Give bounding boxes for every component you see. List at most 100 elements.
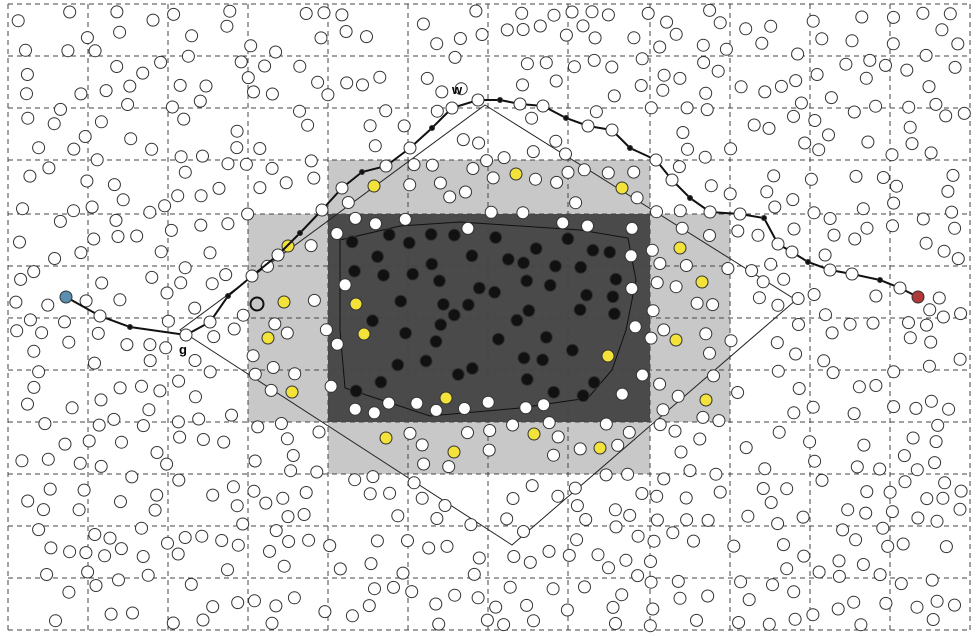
- sensor-node: [946, 168, 960, 182]
- sensor-node: [929, 435, 943, 449]
- sensor-node: [806, 608, 820, 622]
- sensor-node: [467, 567, 481, 581]
- sensor-node: [723, 187, 737, 201]
- route-node: [179, 328, 193, 342]
- sensor-node: [364, 557, 378, 571]
- sensor-node: [317, 6, 331, 20]
- sensor-node: [77, 483, 91, 497]
- boundary-node: [695, 275, 709, 289]
- sensor-node: [299, 7, 313, 20]
- sensor-node: [797, 549, 811, 563]
- sensor-node: [164, 223, 178, 237]
- sensor-node: [573, 442, 587, 456]
- sensor-node: [567, 60, 581, 74]
- sensor-node: [9, 295, 23, 309]
- sensor-node: [879, 58, 892, 72]
- sensor-node: [886, 37, 900, 51]
- sensor-node: [656, 403, 670, 417]
- sensor-node: [141, 568, 155, 582]
- sensor-node: [27, 344, 41, 358]
- sensor-node: [701, 589, 715, 603]
- sensor-node: [764, 496, 778, 509]
- sensor-node: [166, 616, 180, 630]
- sensor-node: [251, 420, 265, 434]
- sensor-node: [599, 417, 613, 431]
- sensor-node: [559, 28, 573, 42]
- sensor-node: [943, 7, 957, 21]
- sensor-node: [630, 191, 644, 205]
- sensor-node: [113, 381, 127, 395]
- sensor-node: [657, 323, 671, 337]
- source-node: [59, 290, 73, 304]
- inner-node: [574, 260, 588, 274]
- sensor-node: [482, 443, 496, 457]
- sensor-node: [483, 424, 497, 437]
- sensor-node: [788, 612, 802, 626]
- sensor-node: [942, 402, 956, 416]
- sensor-node: [547, 8, 561, 22]
- sensor-node: [379, 104, 393, 118]
- sensor-node: [154, 55, 168, 69]
- sensor-node: [223, 4, 237, 18]
- sensor-node: [815, 32, 829, 46]
- sensor-node: [62, 585, 76, 599]
- sensor-node: [850, 460, 864, 474]
- sensor-node: [161, 314, 175, 328]
- sensor-node: [154, 245, 168, 259]
- route-path: [65, 93, 919, 342]
- sensor-node: [854, 618, 868, 632]
- inner-node: [517, 351, 531, 365]
- sensor-node: [539, 56, 553, 70]
- route-node: [761, 215, 767, 221]
- sensor-node: [310, 465, 324, 479]
- inner-node: [522, 304, 536, 318]
- sensor-node: [827, 228, 841, 242]
- sensor-node: [911, 511, 925, 525]
- sensor-node: [923, 303, 937, 317]
- sensor-node: [81, 565, 95, 579]
- sensor-node: [87, 232, 101, 246]
- sensor-node: [922, 359, 936, 373]
- sensor-node: [366, 470, 380, 484]
- inner-node: [565, 343, 579, 357]
- route-node: [771, 237, 785, 251]
- sensor-node: [780, 482, 794, 496]
- sensor-node: [173, 78, 187, 92]
- sensor-node: [644, 575, 658, 589]
- sensor-node: [937, 244, 951, 258]
- route-node: [127, 324, 133, 330]
- sensor-node: [205, 277, 219, 291]
- sensor-node: [898, 475, 912, 489]
- sensor-node: [248, 367, 262, 381]
- sensor-node: [165, 100, 179, 114]
- sensor-node: [219, 268, 233, 282]
- sensor-node: [104, 607, 118, 621]
- sensor-node: [333, 562, 347, 576]
- sensor-node: [777, 538, 790, 552]
- sensor-node: [27, 265, 41, 279]
- inner-node: [561, 232, 575, 246]
- sensor-node: [650, 205, 663, 219]
- sensor-node: [429, 403, 443, 417]
- sensor-node: [135, 379, 148, 393]
- sensor-node: [762, 617, 776, 631]
- sensor-node: [167, 7, 181, 21]
- sensor-node: [525, 479, 539, 493]
- inner-node: [520, 274, 534, 288]
- route-node: [649, 153, 663, 167]
- sensor-node: [860, 485, 874, 499]
- sensor-node: [16, 202, 29, 216]
- sensor-node: [63, 545, 77, 559]
- sensor-node: [542, 416, 556, 430]
- sensor-node: [284, 464, 298, 478]
- sensor-node: [673, 71, 687, 85]
- sensor-node: [405, 585, 419, 599]
- sensor-node: [506, 418, 520, 432]
- sensor-node: [653, 377, 667, 391]
- route-node: [497, 97, 503, 103]
- sensor-node: [41, 452, 55, 466]
- sensor-node: [253, 181, 267, 195]
- sensor-node: [136, 550, 150, 563]
- sensor-node: [126, 606, 139, 620]
- sensor-node: [873, 568, 887, 582]
